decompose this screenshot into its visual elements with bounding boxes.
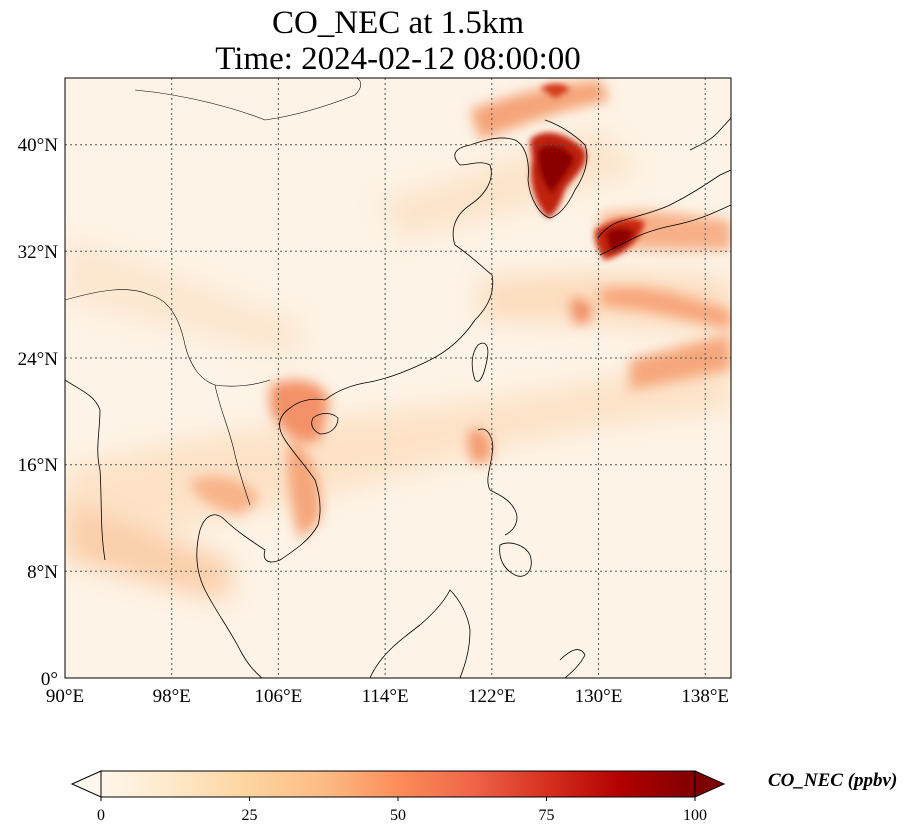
colorbar-gradient — [101, 771, 695, 797]
coastlines — [65, 78, 731, 678]
colorbar-min-extend — [70, 770, 102, 798]
lon-tick-label: 90°E — [46, 686, 84, 707]
lon-tick-label: 114°E — [362, 686, 409, 707]
lat-tick-label: 0° — [41, 669, 58, 690]
colorbar-max-extend — [694, 770, 726, 798]
colorbar-tick-label: 50 — [390, 807, 406, 824]
map-subtitle-time: Time: 2024-02-12 08:00:00 — [215, 41, 581, 77]
map-title: CO_NEC at 1.5km — [271, 5, 525, 41]
lat-tick-label: 24°N — [18, 349, 59, 370]
colorbar-tick-label: 0 — [97, 807, 105, 824]
colorbar-label: CO_NEC (ppbv) — [768, 770, 898, 791]
lat-tick-label: 8°N — [27, 562, 58, 583]
lon-tick-label: 106°E — [255, 686, 303, 707]
map-frame — [64, 77, 732, 679]
lon-tick-label: 122°E — [468, 686, 516, 707]
lon-tick-label: 130°E — [575, 686, 623, 707]
lat-tick-label: 40°N — [18, 135, 59, 156]
map-gridlines — [65, 78, 731, 678]
colorbar-tick-label: 100 — [683, 807, 707, 824]
concentration-field — [65, 78, 731, 678]
colorbar-tick-label: 75 — [539, 807, 555, 824]
lat-tick-label: 32°N — [18, 242, 59, 263]
colorbar-tick-label: 25 — [242, 807, 258, 824]
lon-tick-label: 138°E — [681, 686, 729, 707]
lon-tick-label: 98°E — [153, 686, 191, 707]
lat-tick-label: 16°N — [18, 455, 59, 476]
colorbar: 0 25 50 75 100 — [70, 770, 726, 824]
